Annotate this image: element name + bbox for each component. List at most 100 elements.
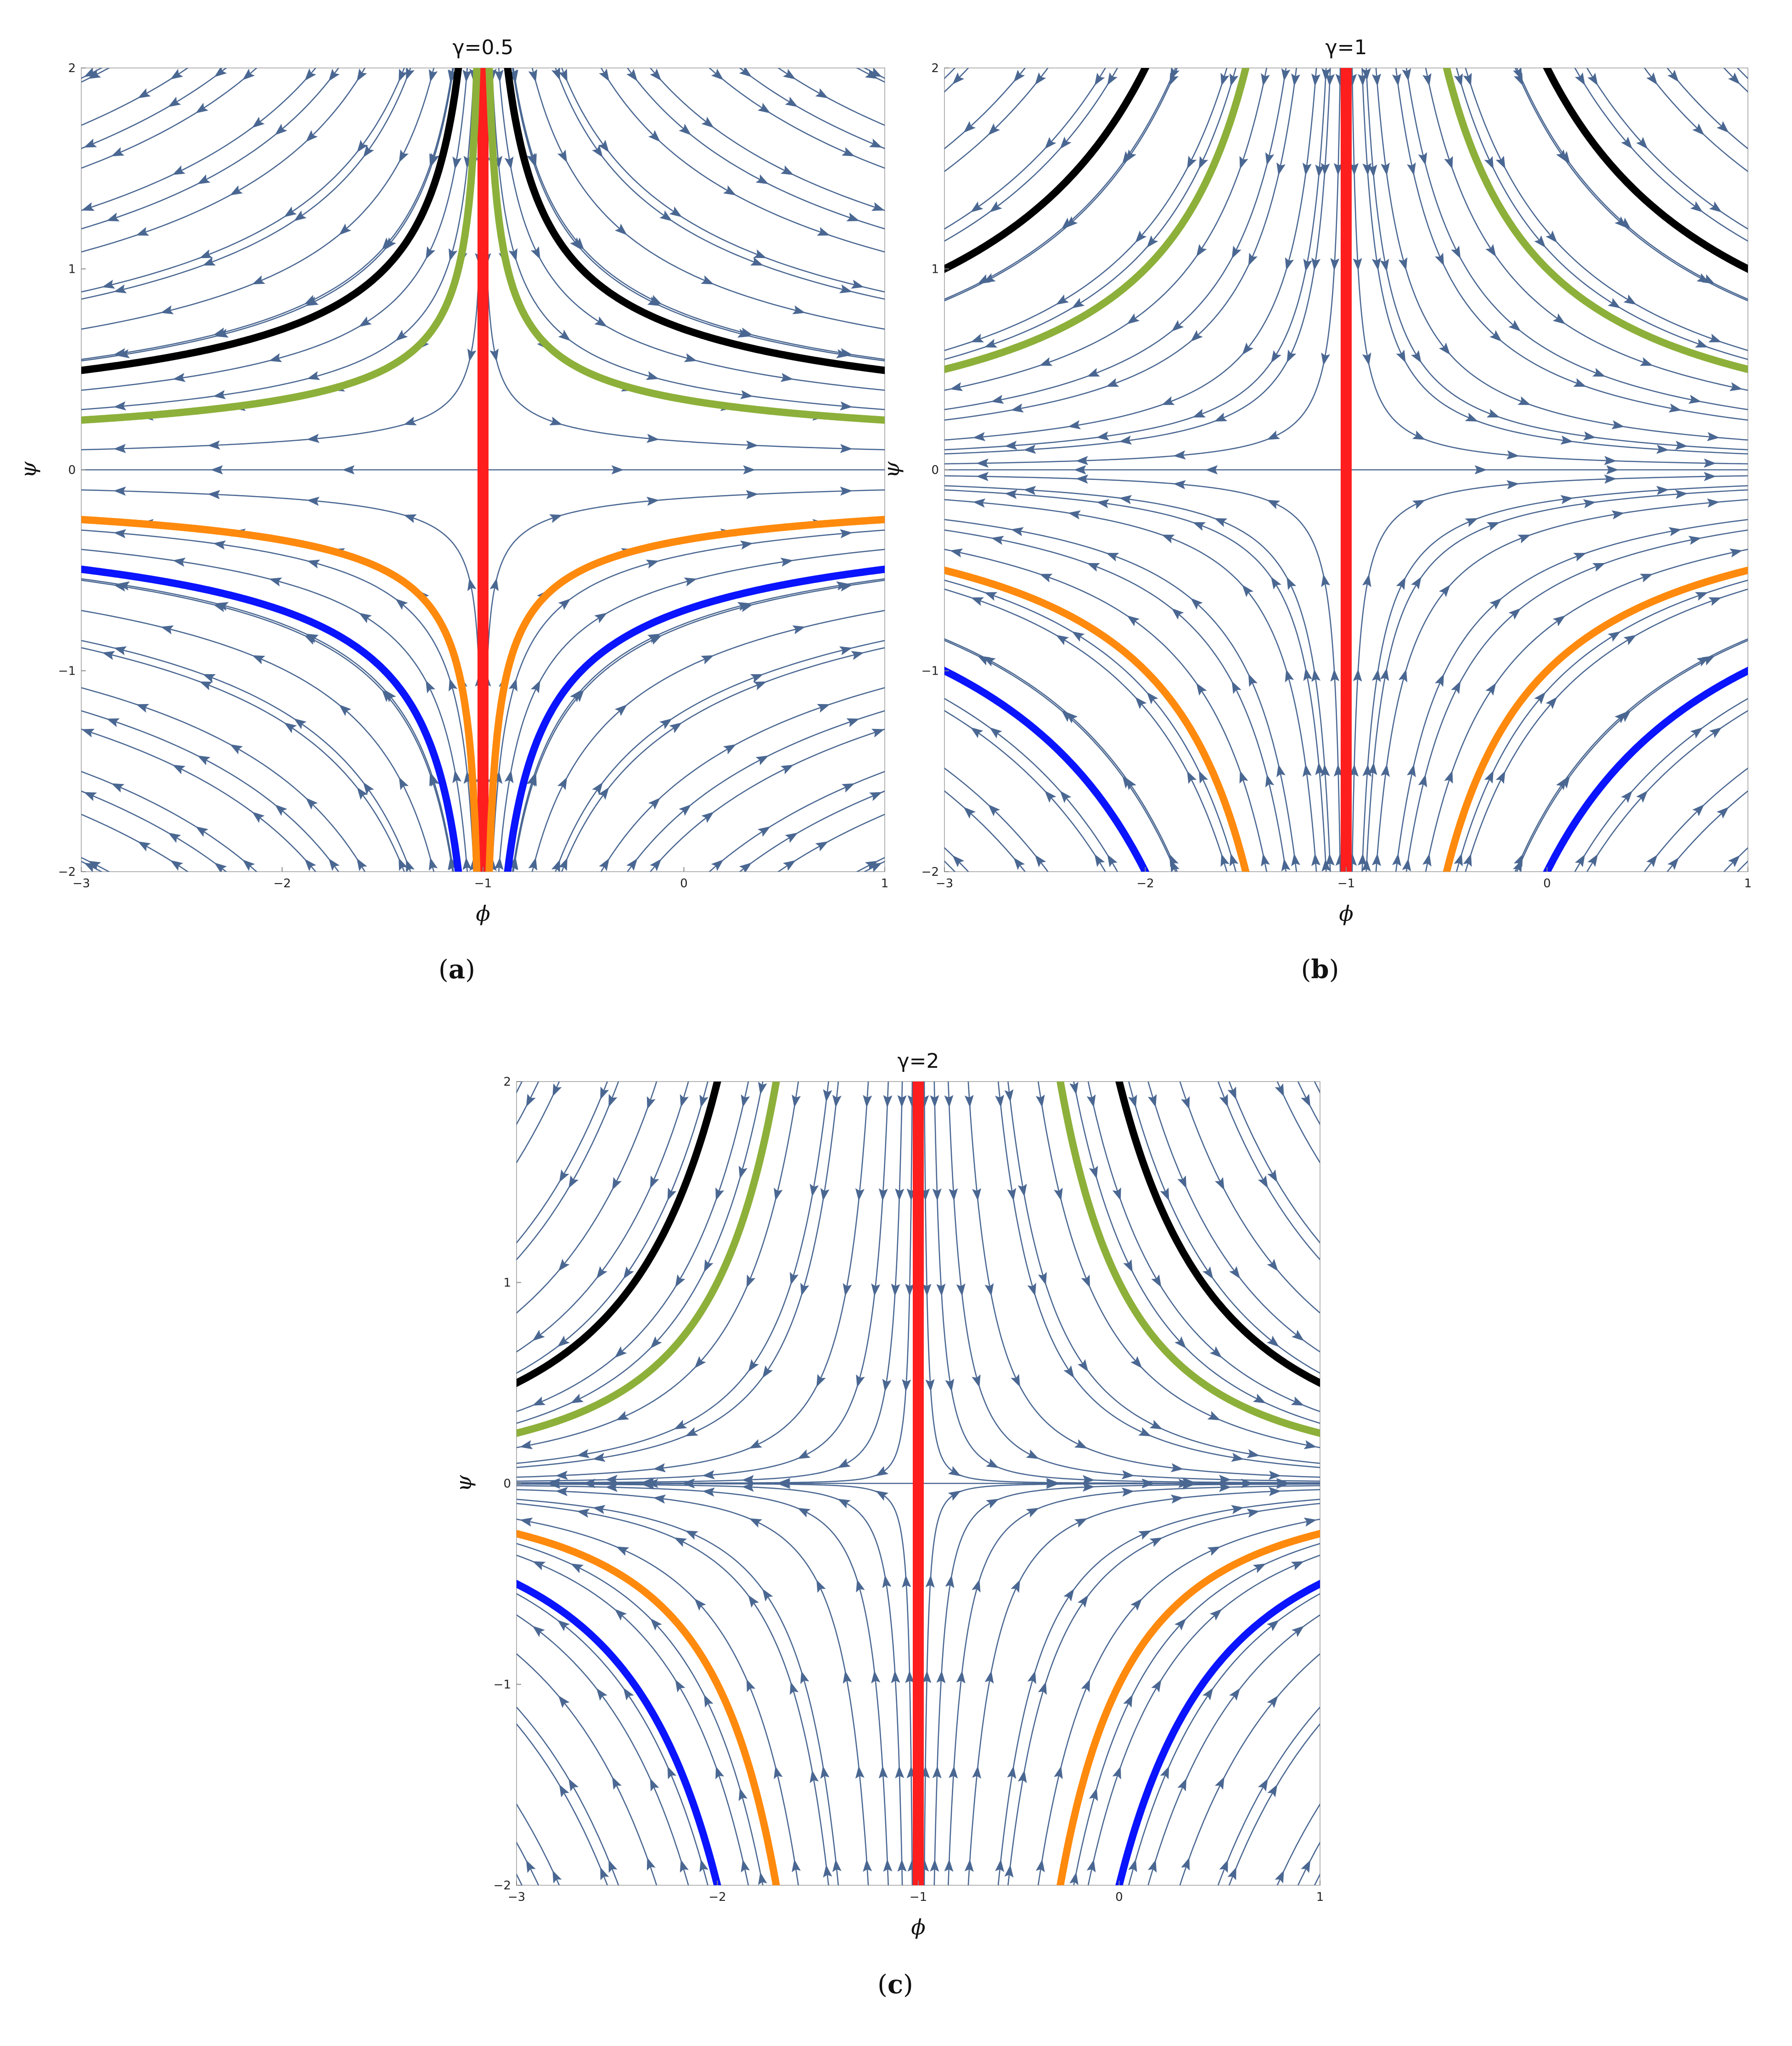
stream-line [81,489,483,872]
flow-arrow [1146,692,1158,705]
stream-line [517,1518,799,1885]
stream-line [944,588,1228,872]
flow-arrow [202,257,216,266]
flow-arrow [1219,1475,1231,1484]
flow-arrow [1271,350,1281,363]
flow-arrow [605,1475,618,1484]
stream-line [1361,485,1748,872]
flow-arrow [1081,1274,1090,1288]
flow-arrow [1611,420,1625,429]
y-axis-label: ψ [879,461,904,478]
stream-line [511,578,885,872]
stream-line [517,1489,869,1885]
stream-line [517,1082,619,1261]
stream-line [1465,68,1748,351]
flow-arrow [1592,563,1606,572]
flow-arrow [1121,1487,1135,1497]
flow-arrow [1229,1266,1241,1279]
flow-arrow [284,722,297,733]
flow-arrow [242,68,255,80]
flow-arrow [1075,456,1089,465]
flow-arrow [1063,1365,1074,1378]
flow-arrow [449,248,458,262]
flow-arrow [605,1482,618,1492]
y-tick-label: 0 [503,1477,511,1491]
flow-arrow [1349,764,1359,777]
flow-arrow [1675,440,1688,450]
flow-arrow [1267,1258,1279,1272]
flow-arrow [195,826,208,837]
flow-arrow [1640,357,1653,366]
flow-arrow [1392,73,1401,86]
stream-line [944,860,956,872]
stream-lines [517,1082,1320,1885]
flow-arrow [679,124,691,135]
flow-arrow [685,1530,698,1540]
flow-arrow [598,787,609,800]
flow-arrow [1559,776,1570,789]
stream-line [1037,1082,1320,1449]
flow-arrow [1054,1766,1063,1779]
flow-arrow [809,1770,819,1783]
stream-line [944,580,1236,872]
flow-arrow [675,1679,685,1693]
flow-arrow [1291,73,1300,86]
stream-line [81,790,227,872]
flow-arrow [755,174,769,184]
flow-arrow [489,348,499,362]
stream-line [649,728,885,872]
flow-arrow [1276,764,1286,778]
flow-arrow [1160,1766,1169,1780]
flow-arrow [1269,1487,1281,1496]
flow-arrow [269,353,282,362]
stream-line [555,640,885,872]
flow-arrow [1728,855,1740,868]
flow-arrow [758,102,771,113]
flow-arrow [1147,1094,1157,1108]
flow-arrow [570,1393,584,1403]
stream-line [517,1082,657,1314]
flow-arrow [81,202,95,211]
flow-arrow [197,174,211,184]
flow-arrow [891,1283,900,1296]
flow-arrow [925,1575,935,1588]
flow-arrow [1067,420,1081,429]
level-curve [944,566,1250,872]
x-tick-label: −3 [508,1890,525,1904]
flow-arrow [113,401,126,411]
stream-line [1586,710,1748,872]
caption-close: ) [1329,955,1339,985]
flow-arrow [1170,1494,1184,1504]
flow-arrow [694,1356,706,1369]
flow-arrow [869,68,882,77]
flow-arrow [526,1860,536,1873]
flow-arrow [403,514,417,523]
flow-arrow [986,1458,999,1468]
flow-arrow [1353,669,1362,682]
flow-arrow [570,1563,584,1573]
flow-arrow [573,689,584,702]
flow-arrow [669,722,682,733]
stream-line [1736,860,1748,872]
flow-arrow [1692,123,1705,135]
stream-line [81,68,435,330]
flow-arrow [1023,445,1036,454]
flow-arrow [612,1177,622,1190]
flow-arrow [648,797,661,810]
flow-arrow [395,598,408,610]
flow-arrow [1181,1096,1190,1110]
flow-arrow [1291,1396,1304,1406]
level-curve [1115,1082,1320,1387]
stream-line [1007,1503,1320,1885]
stream-line [1586,68,1748,230]
flow-arrow [963,121,976,133]
flow-arrow [252,812,265,823]
flow-arrow [1177,1175,1187,1189]
stream-line [1365,68,1748,451]
flow-arrow [650,1778,659,1792]
flow-arrow [1292,1330,1304,1341]
stream-line [81,68,454,360]
flow-arrow [646,1857,656,1871]
x-tick-label: −1 [1337,877,1355,891]
